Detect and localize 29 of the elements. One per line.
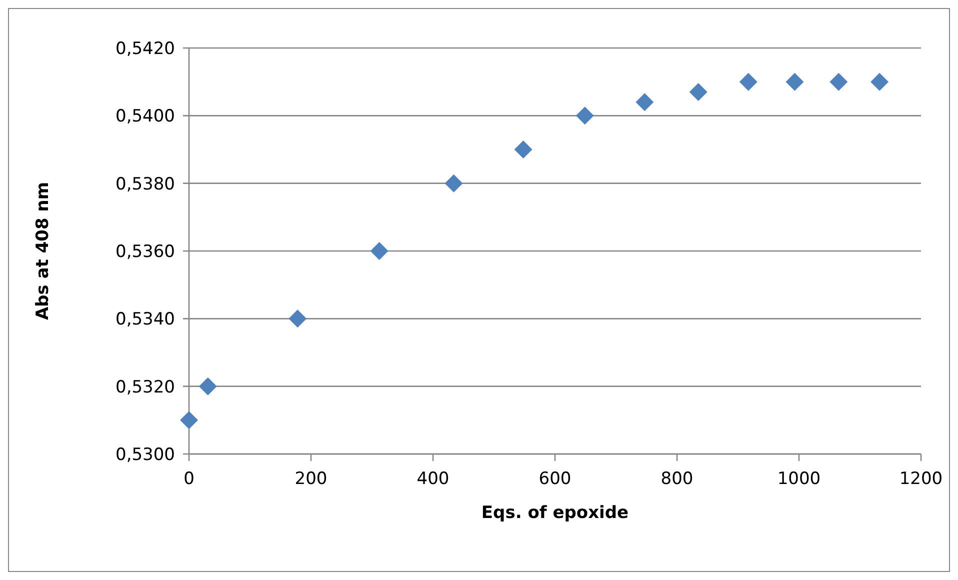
point bbox=[198, 377, 217, 396]
point bbox=[870, 72, 889, 91]
x-tick-label: 800 bbox=[660, 469, 694, 489]
point bbox=[636, 93, 654, 112]
point bbox=[576, 106, 594, 125]
y-tick-label: 0,5400 bbox=[116, 106, 175, 127]
y-tick-label: 0,5360 bbox=[116, 242, 175, 262]
point bbox=[786, 72, 804, 91]
point bbox=[288, 310, 307, 328]
y-tick-label: 0,5300 bbox=[116, 445, 175, 465]
point bbox=[739, 72, 758, 91]
y-tick-label: 0,5420 bbox=[116, 39, 175, 59]
point bbox=[370, 242, 388, 260]
point bbox=[180, 411, 198, 430]
y-tick-label: 0,5340 bbox=[116, 310, 175, 330]
point bbox=[444, 174, 463, 192]
x-tick-label: 600 bbox=[538, 469, 572, 489]
point bbox=[830, 72, 848, 91]
x-tick-label: 400 bbox=[416, 469, 450, 489]
y-axis-title: Abs at 408 nm bbox=[33, 182, 53, 320]
x-tick-label: 200 bbox=[294, 469, 328, 489]
x-tick-label: 0 bbox=[184, 469, 194, 489]
point bbox=[689, 82, 708, 101]
x-tick-label: 1000 bbox=[777, 469, 821, 489]
x-axis-title: Eqs. of epoxide bbox=[481, 503, 629, 523]
y-tick-label: 0,5380 bbox=[116, 174, 175, 194]
x-tick-label: 1200 bbox=[899, 469, 943, 489]
point bbox=[514, 140, 532, 158]
y-tick-label: 0,5320 bbox=[116, 377, 175, 398]
